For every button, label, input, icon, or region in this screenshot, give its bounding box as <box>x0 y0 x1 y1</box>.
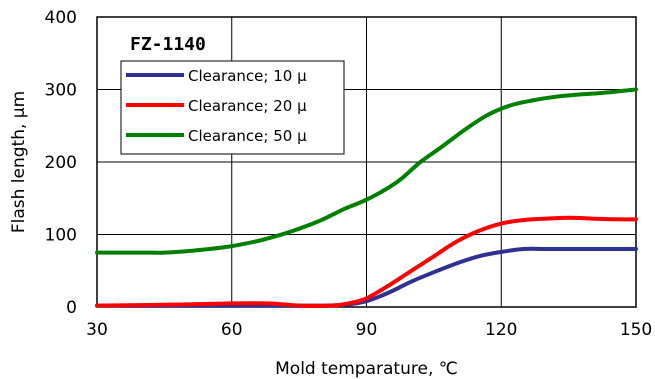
series-line-3 <box>95 87 638 255</box>
legend-label-1: Clearance; 10 μ <box>188 67 307 85</box>
legend-label-2: Clearance; 20 μ <box>188 97 307 115</box>
y-tick-label: 400 <box>45 8 77 28</box>
y-tick-label: 0 <box>66 298 77 318</box>
x-tick-label: 60 <box>221 320 243 340</box>
y-tick-label: 200 <box>45 153 77 173</box>
x-axis-title: Mold temparature, ℃ <box>275 359 458 379</box>
x-tick-label: 30 <box>86 320 108 340</box>
legend-box <box>120 60 345 155</box>
legend-entries: Clearance; 10 μ Clearance; 20 μ Clearance;… <box>126 67 307 145</box>
x-tick-label: 120 <box>485 320 517 340</box>
x-tick-label: 90 <box>356 320 378 340</box>
legend-label-3: Clearance; 50 μ <box>188 127 307 145</box>
y-tick-label: 100 <box>45 226 77 246</box>
tick-labels: 30 60 90 120 150 0 100 200 300 400 <box>45 8 653 340</box>
y-tick-label: 300 <box>45 81 77 101</box>
series-layer <box>95 87 638 308</box>
series-line-2 <box>95 215 638 308</box>
plot-frame <box>96 16 637 308</box>
chart-title: FZ-1140 <box>130 34 206 55</box>
y-axis-title: Flash length, μm <box>9 91 29 233</box>
x-tick-label: 150 <box>620 320 652 340</box>
